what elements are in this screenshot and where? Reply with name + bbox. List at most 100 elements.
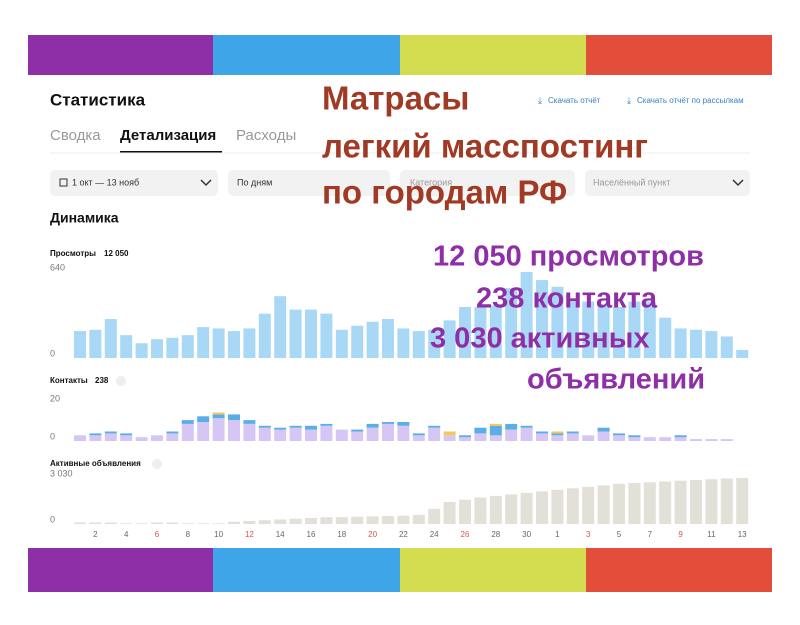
x-tick-label: 8 [186,530,191,539]
stripe [28,548,213,592]
bar-segment [258,427,271,441]
bar [659,317,672,358]
x-tick-label: 20 [368,530,377,539]
bar-segment [690,439,702,441]
x-tick-label: 5 [617,530,622,539]
stripe [400,548,586,592]
bar [382,516,394,524]
bar-segment [104,431,117,434]
tab[interactable]: Расходы [236,127,296,144]
x-tick-label: 24 [430,530,439,539]
bar [643,482,656,524]
bar [289,518,302,524]
stripe [213,35,400,75]
bar-segment [397,425,410,441]
filter-box[interactable] [228,170,390,196]
bar [89,329,102,358]
bar [736,478,749,524]
tab[interactable]: Сводка [50,127,101,144]
bar [582,301,595,358]
bar-segment [474,433,487,441]
bar [674,328,687,358]
bar [135,523,148,524]
bar-segment [151,435,163,441]
bar-segment [474,427,487,434]
overlay-title: легкий масспостинг [322,128,648,165]
y-tick-label: 0 [50,431,55,441]
y-tick-label: 0 [50,348,55,358]
bar [690,329,702,358]
filter-box[interactable] [585,170,750,196]
filter-box[interactable] [400,170,575,196]
overlay-stat: объявлений [527,364,705,396]
bar [181,335,194,358]
bar [397,515,410,524]
bar [197,523,210,524]
y-tick-label: 640 [50,262,65,272]
bar [582,486,595,524]
bar-segment [520,427,533,441]
bar-segment [643,437,656,441]
bar [412,331,425,358]
download-link[interactable]: Скачать отчёт по рассылкам [637,96,744,105]
bar-segment [597,427,610,432]
bar-segment [489,423,502,426]
bar [166,337,179,358]
bar-segment [520,425,533,428]
tab-active[interactable]: Детализация [120,127,216,144]
bar [474,497,487,524]
bar-segment [412,435,425,441]
bar-segment [120,433,133,436]
chart-total: 238 [95,376,109,385]
download-link[interactable]: Скачать отчёт [548,96,601,105]
bar [104,319,117,358]
bar-segment [243,423,256,441]
bar [305,309,317,358]
overlay-title: Матрасы [322,80,469,117]
filter-box[interactable] [50,170,218,196]
bar [320,517,333,524]
bar [613,483,625,524]
bar-segment [274,427,287,430]
x-tick-label: 26 [461,530,470,539]
bar [89,522,102,524]
overlay-stat: 3 030 активных [430,323,650,355]
bar-segment [320,423,333,426]
chart-label: Контакты [50,376,88,385]
filter-text: Категория [410,177,452,187]
dropdown-icon[interactable] [116,376,126,386]
dropdown-icon[interactable] [152,459,162,469]
bar-segment [459,435,471,438]
bar [258,520,271,524]
y-tick-label: 20 [50,393,60,403]
bar-segment [505,423,518,430]
bar [690,479,702,524]
bar-segment [597,431,610,441]
bar-segment [428,427,441,441]
y-tick-label: 0 [50,514,55,524]
bar [566,488,579,524]
filter-text: По дням [237,177,272,187]
bar-segment [582,435,595,441]
bar-segment [166,433,179,441]
bar [551,489,564,524]
bar [613,306,625,358]
bar [643,301,656,358]
bar-segment [89,433,102,436]
bar-segment [104,433,117,441]
x-tick-label: 22 [399,530,408,539]
bar-segment [536,433,548,441]
bar-segment [212,412,225,415]
bar [212,523,225,524]
bar [428,329,441,358]
bar-segment [628,437,641,441]
bar-segment [335,429,348,441]
bar-segment [566,433,579,441]
bar-segment [305,429,317,441]
bar-segment [412,433,425,436]
bar-segment [613,435,625,441]
bar [659,481,672,524]
bar-segment [243,420,256,424]
stripe [586,548,772,592]
